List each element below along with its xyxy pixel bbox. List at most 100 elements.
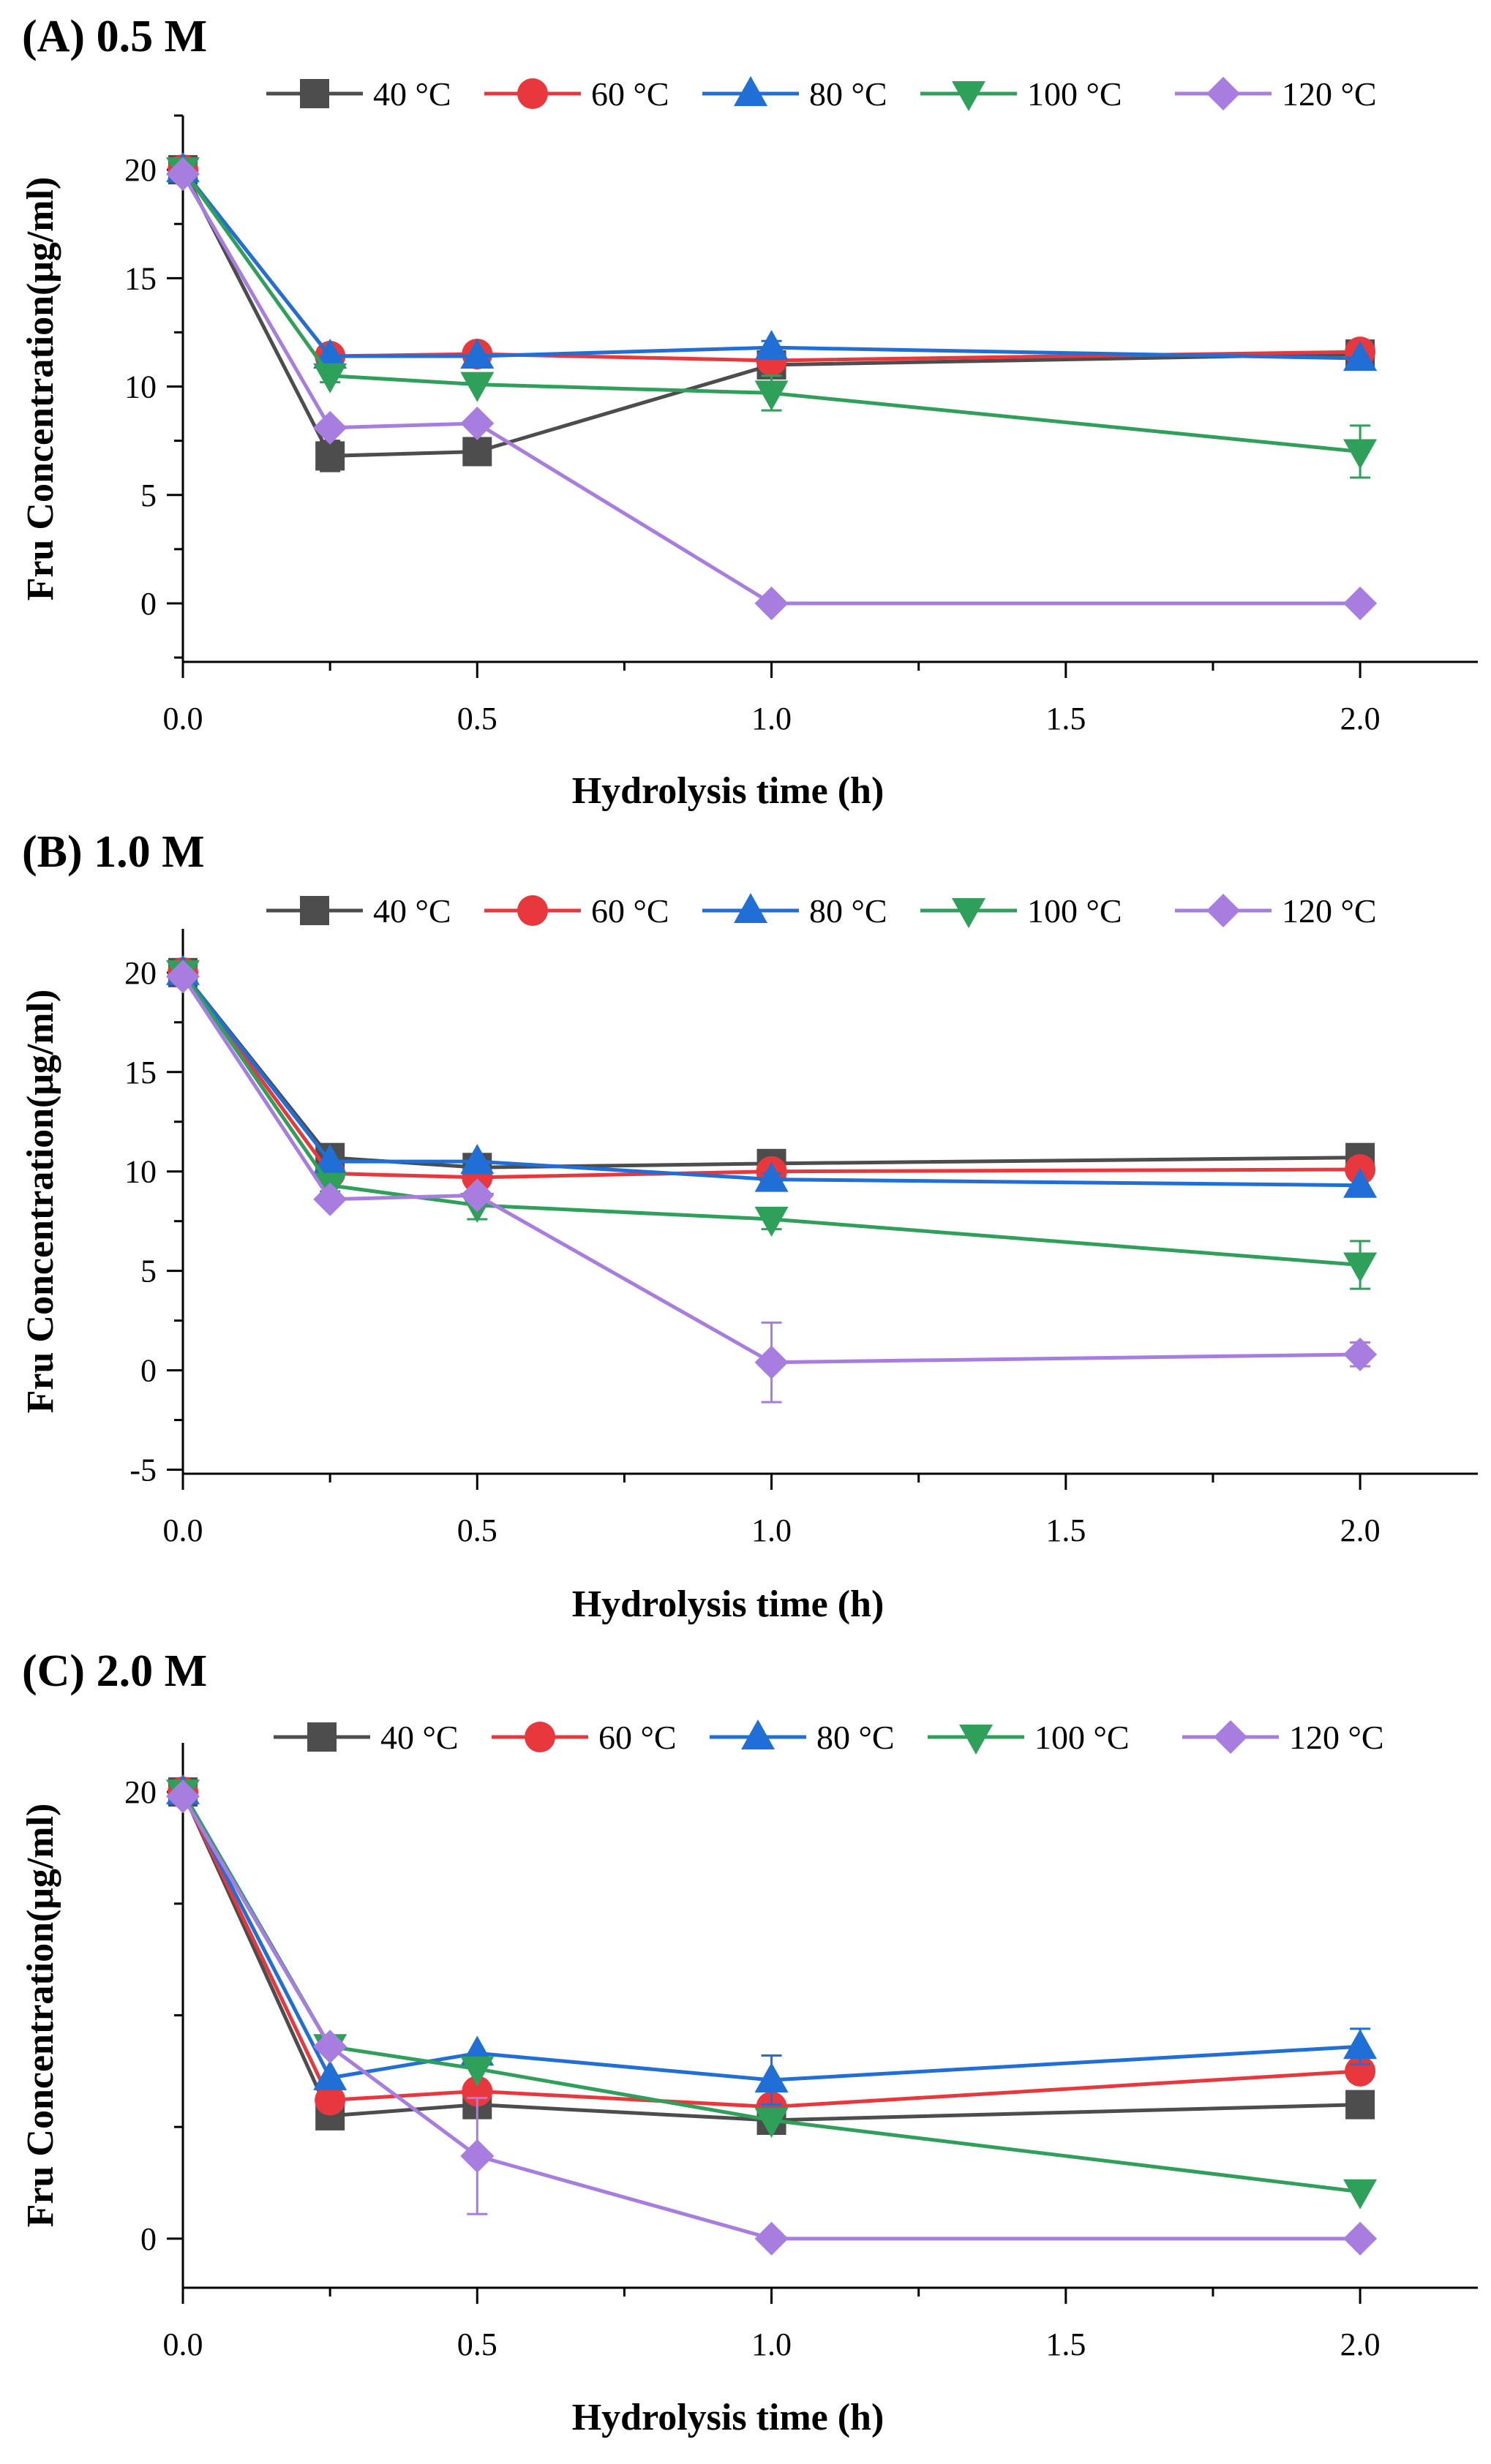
x-tick-label: 2.0: [1340, 2327, 1381, 2362]
legend-label: 40 °C: [373, 892, 451, 930]
data-point: [460, 1144, 495, 1175]
data-point: [754, 2062, 789, 2093]
data-point: [313, 1182, 348, 1216]
legend-marker: [952, 898, 985, 928]
y-tick-label: -5: [129, 1453, 157, 1488]
data-point: [1343, 1337, 1378, 1371]
series-100C: [166, 960, 1378, 1290]
data-point: [1343, 1252, 1378, 1283]
y-tick-label: 0: [140, 2221, 157, 2257]
y-axis-title: Fru Concentration(μg/ml): [20, 177, 61, 601]
data-point: [315, 441, 345, 471]
data-point: [166, 960, 200, 994]
panel-title: (A) 0.5 M: [22, 12, 207, 61]
x-axis-title: Hydrolysis time (h): [572, 2397, 885, 2438]
legend-marker: [734, 893, 767, 923]
data-point: [754, 586, 789, 620]
x-tick-label: 1.5: [1045, 2327, 1086, 2362]
series-line: [181, 971, 1361, 1169]
data-point: [754, 380, 789, 411]
legend-item: 40 °C: [266, 75, 451, 113]
series-line: [181, 168, 1361, 458]
series-40C: [168, 155, 1375, 472]
x-tick-label: 0.5: [457, 701, 497, 736]
legend-item: 100 °C: [928, 1719, 1130, 1756]
legend-marker: [307, 1722, 337, 1752]
legend-marker: [1206, 77, 1240, 110]
y-tick-label: 15: [124, 260, 157, 296]
chart-panel-2: (B) 1.0 M 0.0 0.5 1.0 1.5 2.0 -5 0 5 10 15 20 Hydrol…: [20, 827, 1478, 1625]
x-tick-label: 1.5: [1045, 1512, 1086, 1548]
legend-marker: [300, 896, 329, 925]
y-tick-label: 5: [140, 478, 157, 513]
y-tick-label: 0: [140, 586, 157, 622]
legend-marker: [525, 1722, 555, 1752]
series-80C: [166, 1774, 1378, 2106]
y-tick-label: 0: [140, 1353, 157, 1389]
series-line: [181, 971, 1361, 1180]
legend-item: 40 °C: [274, 1719, 459, 1756]
legend-marker: [741, 1719, 775, 1749]
x-tick-label: 2.0: [1340, 1512, 1381, 1548]
legend-item: 120 °C: [1175, 75, 1377, 113]
legend-item: 80 °C: [702, 892, 887, 930]
data-point: [460, 1178, 495, 1213]
legend: 40 °C 60 °C 80 °C 100 °C 120 °C: [266, 75, 1377, 113]
legend-item: 100 °C: [920, 75, 1122, 113]
legend-marker: [517, 895, 548, 926]
legend-item: 80 °C: [710, 1719, 895, 1756]
y-tick-label: 15: [124, 1055, 157, 1090]
legend-label: 100 °C: [1034, 1719, 1130, 1756]
data-point: [1343, 2179, 1378, 2209]
x-tick-label: 1.0: [751, 2327, 792, 2362]
legend-label: 40 °C: [373, 75, 451, 113]
data-point: [460, 2139, 495, 2173]
x-tick-label: 0.0: [163, 2327, 203, 2362]
data-point: [315, 2084, 346, 2116]
series-120C: [166, 1779, 1378, 2256]
legend-label: 80 °C: [816, 1719, 895, 1756]
legend-label: 60 °C: [598, 1719, 677, 1756]
series-100C: [166, 1779, 1378, 2209]
legend-marker: [1214, 1720, 1247, 1754]
data-point: [462, 437, 492, 467]
data-point: [754, 2221, 789, 2256]
data-point: [754, 330, 789, 361]
series-line: [181, 1796, 1361, 2241]
legend-label: 120 °C: [1282, 75, 1377, 113]
x-tick-label: 0.0: [163, 1512, 203, 1548]
y-tick-label: 10: [124, 369, 157, 405]
legend-item: 40 °C: [266, 892, 451, 930]
y-tick-label: 10: [124, 1154, 157, 1190]
legend-label: 60 °C: [591, 75, 669, 113]
legend-item: 100 °C: [920, 892, 1122, 930]
chart-panel-3: (C) 2.0 M 0.0 0.5 1.0 1.5 2.0 0 20 Hydrolysis ti…: [20, 1646, 1478, 2438]
data-point: [313, 363, 348, 393]
series-40C: [168, 957, 1375, 1183]
legend-marker: [300, 79, 329, 108]
data-point: [754, 2108, 789, 2139]
data-point: [460, 339, 495, 369]
legend-marker: [734, 76, 767, 106]
data-point: [754, 1206, 789, 1237]
legend-item: 60 °C: [492, 1719, 677, 1756]
legend-item: 80 °C: [702, 75, 887, 113]
chart-panel-1: (A) 0.5 M 0.0 0.5 1.0 1.5 2.0 0 5 10 15 20 Hydrolys…: [20, 12, 1478, 812]
legend-label: 100 °C: [1027, 892, 1122, 930]
data-point: [1343, 2029, 1378, 2060]
legend-item: 60 °C: [484, 892, 669, 930]
data-point: [313, 410, 348, 445]
y-tick-label: 20: [124, 152, 157, 188]
series-line: [181, 1791, 1361, 2082]
y-tick-label: 5: [140, 1254, 157, 1289]
legend-item: 120 °C: [1175, 892, 1377, 930]
x-tick-label: 0.5: [457, 2327, 497, 2362]
data-point: [754, 1161, 789, 1192]
legend-label: 100 °C: [1027, 75, 1122, 113]
legend-label: 120 °C: [1289, 1719, 1384, 1756]
data-point: [460, 2056, 495, 2087]
data-point: [313, 2060, 348, 2090]
legend-label: 80 °C: [809, 75, 887, 113]
legend: 40 °C 60 °C 80 °C 100 °C 120 °C: [266, 892, 1377, 930]
